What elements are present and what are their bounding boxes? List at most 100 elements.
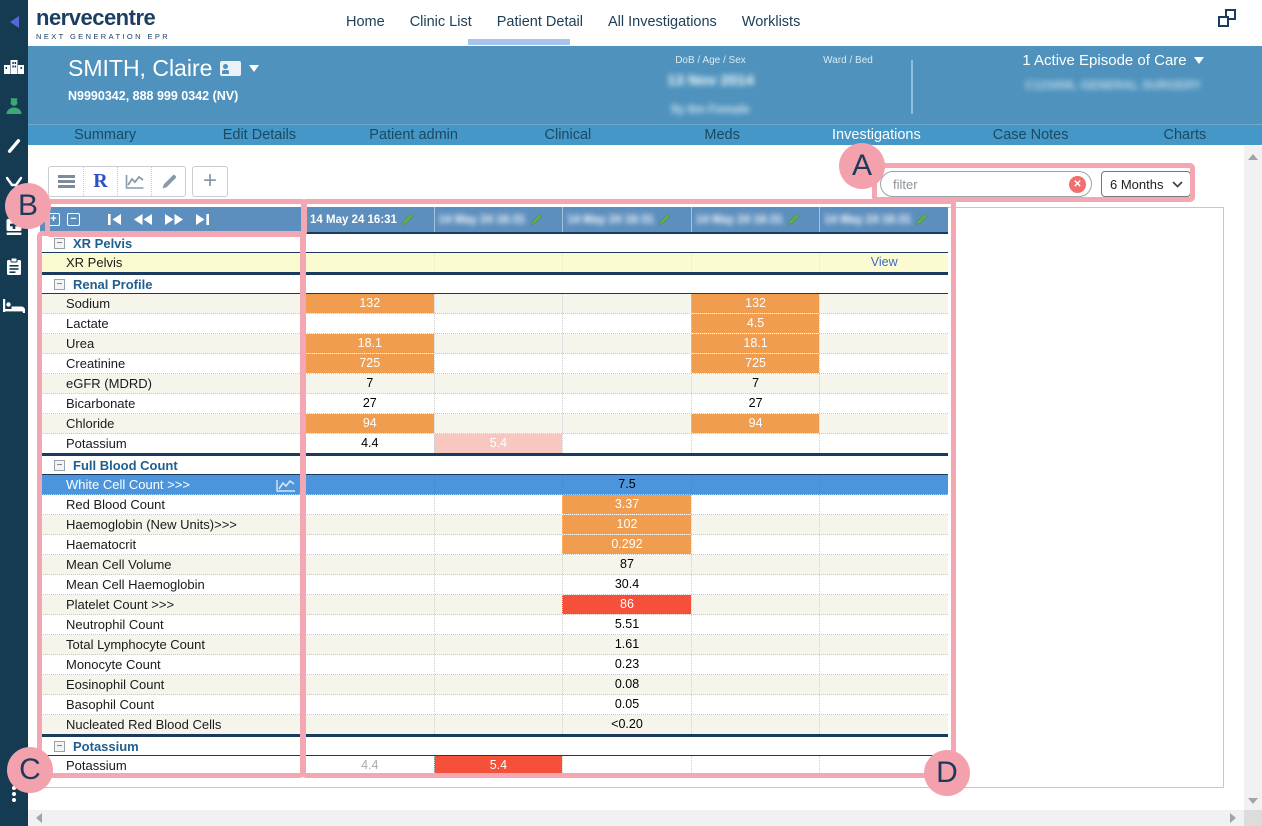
- result-cell[interactable]: 18.1: [305, 334, 434, 353]
- first-aid-icon[interactable]: [0, 216, 28, 238]
- subtab-patient-admin[interactable]: Patient admin: [369, 127, 458, 143]
- result-row[interactable]: Eosinophil Count 0.08: [40, 675, 948, 695]
- result-cell[interactable]: [562, 314, 691, 333]
- result-row[interactable]: Lactate 4.5: [40, 314, 948, 334]
- result-row[interactable]: Haemoglobin (New Units)>>> 102: [40, 515, 948, 535]
- time-range-select[interactable]: 6 Months: [1101, 171, 1191, 197]
- result-cell[interactable]: [819, 615, 948, 634]
- result-row[interactable]: Neutrophil Count 5.51: [40, 615, 948, 635]
- result-cell[interactable]: [690, 595, 820, 614]
- nav-item-home[interactable]: Home: [346, 14, 385, 30]
- group-header-row[interactable]: − Potassium: [40, 735, 948, 756]
- result-cell[interactable]: 86: [562, 595, 691, 614]
- result-row[interactable]: Haematocrit 0.292: [40, 535, 948, 555]
- hospital-icon[interactable]: [0, 56, 28, 78]
- result-row[interactable]: White Cell Count >>> 7.5: [40, 475, 948, 495]
- result-cell[interactable]: 7: [690, 374, 820, 393]
- episode-block[interactable]: 1 Active Episode of Care C123456, GENERA…: [983, 52, 1243, 92]
- result-cell[interactable]: 18.1: [690, 334, 820, 353]
- result-cell[interactable]: 94: [690, 414, 820, 433]
- result-cell[interactable]: [690, 535, 820, 554]
- date-column-header[interactable]: 14 May 24 16:31: [562, 207, 691, 232]
- result-cell[interactable]: [819, 635, 948, 654]
- next-icon[interactable]: [165, 214, 183, 225]
- contact-card-icon[interactable]: [220, 61, 242, 76]
- result-row[interactable]: Chloride 94 94: [40, 414, 948, 434]
- result-cell[interactable]: [305, 535, 434, 554]
- result-cell[interactable]: [433, 374, 563, 393]
- collapse-group-icon[interactable]: −: [54, 459, 65, 471]
- result-cell[interactable]: [433, 515, 563, 534]
- result-cell[interactable]: [690, 675, 820, 694]
- chart-view-button[interactable]: [117, 167, 151, 196]
- result-row[interactable]: Mean Cell Volume 87: [40, 555, 948, 575]
- subtab-meds[interactable]: Meds: [704, 127, 740, 143]
- popout-window-icon[interactable]: [1218, 9, 1236, 27]
- annotate-button[interactable]: [151, 167, 185, 196]
- result-cell[interactable]: [562, 334, 691, 353]
- result-cell[interactable]: [690, 715, 820, 734]
- result-row[interactable]: Potassium 4.4 5.4: [40, 756, 948, 776]
- result-cell[interactable]: 7.5: [562, 475, 691, 494]
- subtab-edit-details[interactable]: Edit Details: [222, 127, 297, 143]
- result-cell[interactable]: [433, 294, 563, 313]
- result-cell[interactable]: [433, 655, 563, 674]
- swab-icon[interactable]: [0, 136, 28, 158]
- result-cell[interactable]: [819, 374, 948, 393]
- result-cell[interactable]: [305, 695, 434, 714]
- result-cell[interactable]: [562, 354, 691, 373]
- subtab-charts[interactable]: Charts: [1163, 127, 1207, 143]
- result-cell[interactable]: [690, 635, 820, 654]
- nav-item-all-investigations[interactable]: All Investigations: [607, 14, 717, 30]
- result-row[interactable]: Basophil Count 0.05: [40, 695, 948, 715]
- result-cell[interactable]: [433, 695, 563, 714]
- first-page-icon[interactable]: [108, 214, 121, 225]
- nav-item-clinic-list[interactable]: Clinic List: [409, 14, 472, 30]
- result-cell[interactable]: [819, 495, 948, 514]
- subtab-summary[interactable]: Summary: [74, 127, 137, 143]
- add-button[interactable]: +: [192, 166, 228, 197]
- result-cell[interactable]: [305, 655, 434, 674]
- result-cell[interactable]: [305, 675, 434, 694]
- result-cell[interactable]: [819, 414, 948, 433]
- scroll-up-icon[interactable]: [1248, 154, 1258, 160]
- collapse-sidebar-icon[interactable]: [0, 16, 28, 28]
- nav-item-patient-detail[interactable]: Patient Detail: [496, 14, 583, 30]
- date-column-header[interactable]: 14 May 24 16:31: [819, 207, 948, 232]
- result-row[interactable]: Sodium 132 132: [40, 294, 948, 314]
- result-cell[interactable]: [819, 475, 948, 494]
- menu-button[interactable]: [49, 167, 83, 196]
- result-cell[interactable]: [305, 475, 434, 494]
- collapse-group-icon[interactable]: −: [54, 237, 65, 249]
- result-cell[interactable]: [433, 354, 563, 373]
- result-row[interactable]: Mean Cell Haemoglobin 30.4: [40, 575, 948, 595]
- result-cell[interactable]: 102: [562, 515, 691, 534]
- result-cell[interactable]: [819, 294, 948, 313]
- result-cell[interactable]: [690, 555, 820, 574]
- subtab-clinical[interactable]: Clinical: [544, 127, 592, 143]
- result-cell[interactable]: [690, 695, 820, 714]
- group-header-row[interactable]: − XR Pelvis: [40, 232, 948, 253]
- date-column-header[interactable]: 14 May 24 16:31: [690, 207, 820, 232]
- result-row[interactable]: Platelet Count >>> 86: [40, 595, 948, 615]
- result-cell[interactable]: [433, 334, 563, 353]
- result-cell[interactable]: [433, 495, 563, 514]
- result-cell[interactable]: [690, 475, 820, 494]
- scroll-left-icon[interactable]: [36, 813, 42, 823]
- result-cell[interactable]: [305, 715, 434, 734]
- subtab-investigations[interactable]: Investigations: [832, 127, 921, 143]
- result-cell[interactable]: 4.4: [305, 756, 434, 775]
- result-cell[interactable]: [433, 394, 563, 413]
- result-cell[interactable]: [819, 314, 948, 333]
- result-cell[interactable]: [305, 495, 434, 514]
- result-cell[interactable]: 1.61: [562, 635, 691, 654]
- result-row[interactable]: Nucleated Red Blood Cells <0.20: [40, 715, 948, 735]
- result-cell[interactable]: [433, 675, 563, 694]
- result-cell[interactable]: [305, 615, 434, 634]
- result-row[interactable]: Urea 18.1 18.1: [40, 334, 948, 354]
- result-cell[interactable]: 87: [562, 555, 691, 574]
- result-cell[interactable]: [819, 575, 948, 594]
- result-cell[interactable]: [690, 253, 820, 272]
- result-cell[interactable]: [562, 294, 691, 313]
- result-cell[interactable]: [690, 495, 820, 514]
